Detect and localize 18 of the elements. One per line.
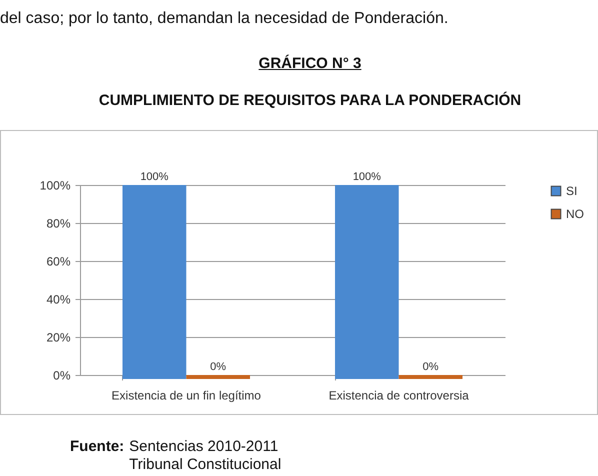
data-label: 0% bbox=[210, 361, 226, 373]
legend-label: SI bbox=[566, 184, 578, 198]
text: del caso; por lo tanto, demandan la necesidad de Ponderación. bbox=[0, 10, 448, 28]
y-tick-label: 80% bbox=[46, 216, 71, 230]
y-tick-label: 0% bbox=[53, 368, 71, 382]
y-tick-label: 20% bbox=[46, 330, 71, 344]
legend-label: NO bbox=[566, 207, 584, 221]
chart-title: CUMPLIMIENTO DE REQUISITOS PARA LA PONDERACIÓN bbox=[98, 92, 522, 109]
y-tick-label: 40% bbox=[46, 292, 71, 306]
y-tick-label: 100% bbox=[40, 178, 71, 192]
source-note: Fuente: Sentencias 2010-2011 Tribunal Constitucional bbox=[70, 438, 282, 474]
y-tick-label: 60% bbox=[46, 254, 71, 268]
text: GRÁFICO N° 3 bbox=[258, 55, 362, 72]
data-label: 100% bbox=[140, 171, 169, 183]
data-label: 0% bbox=[422, 361, 439, 373]
data-label: 100% bbox=[352, 171, 382, 183]
x-tick-label: Existencia de un fin legítimo bbox=[112, 388, 262, 402]
x-tick-label: Existencia de controversia bbox=[328, 388, 470, 402]
